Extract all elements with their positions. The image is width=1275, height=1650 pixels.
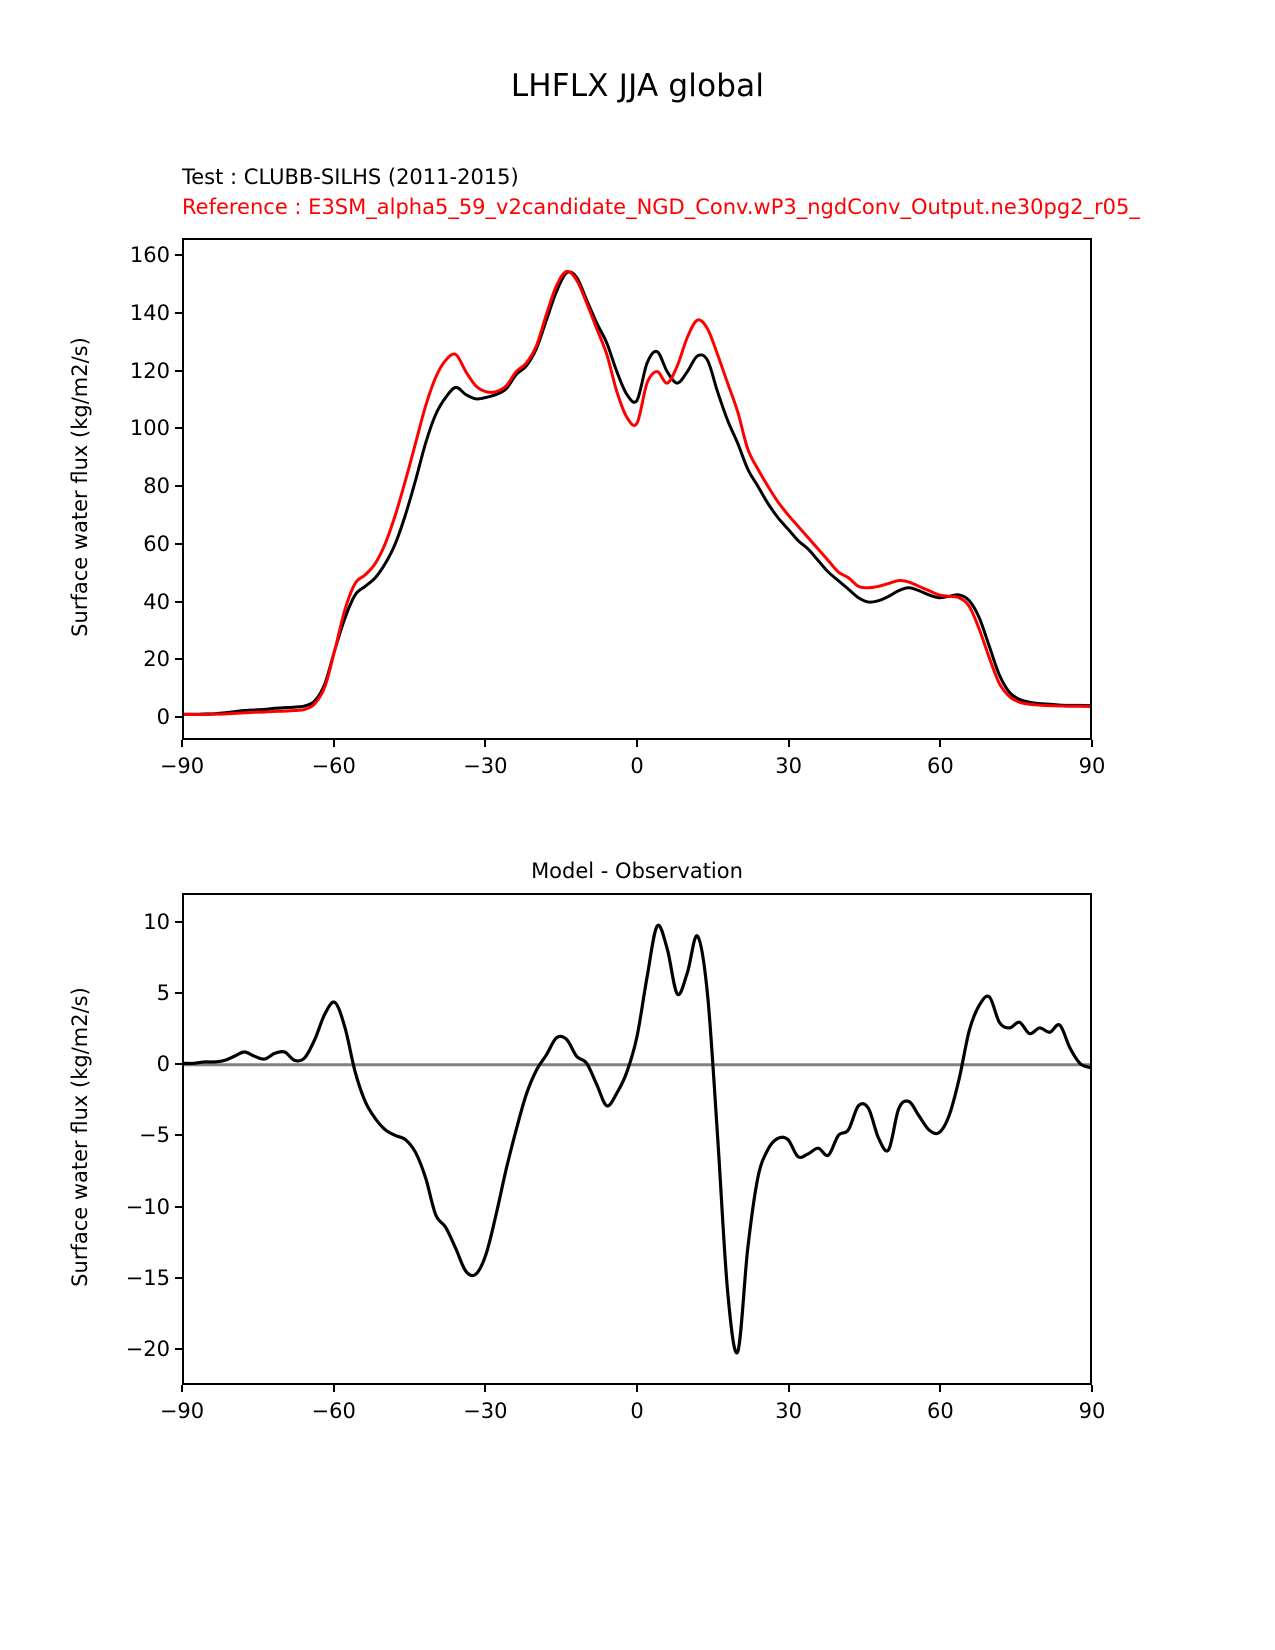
y-tick-label: 0 <box>156 1052 170 1077</box>
y-tick-label: 120 <box>129 358 170 383</box>
x-tick-mark <box>1091 1385 1093 1392</box>
y-tick-label: 40 <box>143 589 170 614</box>
y-tick-mark <box>175 542 182 545</box>
y-tick-mark <box>175 600 182 603</box>
x-tick-mark <box>332 740 335 747</box>
x-tick-label: 30 <box>775 754 803 778</box>
x-tick-mark <box>939 740 942 747</box>
difference-curve <box>184 923 1090 1355</box>
x-tick-label: −90 <box>159 1399 205 1423</box>
y-tick-mark <box>175 254 182 257</box>
figure-title: LHFLX JJA global <box>510 68 765 104</box>
data-series-line-0 <box>184 923 1090 1355</box>
y-tick-mark <box>175 427 182 430</box>
y-tick-mark <box>175 1348 182 1351</box>
x-tick-mark <box>484 1385 487 1392</box>
y-tick-label: 100 <box>129 416 170 441</box>
y-tick-label: 10 <box>143 909 170 934</box>
x-tick-label: 90 <box>1078 1399 1106 1423</box>
x-tick-label: 0 <box>630 1399 644 1423</box>
x-tick-label: 60 <box>926 1399 954 1423</box>
y-tick-label: 140 <box>129 301 170 325</box>
difference-y-axis-label: Surface water flux (kg/m2/s) <box>68 987 92 1287</box>
x-tick-mark <box>636 1385 638 1392</box>
y-tick-mark <box>175 485 182 488</box>
x-tick-mark <box>636 740 638 747</box>
caption-block: Test : CLUBB-SILHS (2011-2015) Reference… <box>182 162 1275 222</box>
caption-test-line: Test : CLUBB-SILHS (2011-2015) <box>182 165 519 189</box>
y-tick-label: −20 <box>125 1337 170 1362</box>
difference-plot-area <box>182 893 1092 1385</box>
x-tick-label: 60 <box>926 754 954 778</box>
y-tick-mark <box>175 658 182 661</box>
y-tick-mark <box>175 920 182 923</box>
y-tick-mark <box>175 1205 182 1208</box>
y-tick-mark <box>175 1134 182 1137</box>
data-series-line-1 <box>184 269 1090 717</box>
y-tick-label: 0 <box>156 704 170 729</box>
x-tick-label: −60 <box>311 1399 356 1423</box>
x-tick-mark <box>787 1385 790 1392</box>
x-tick-label: 30 <box>775 1399 803 1423</box>
x-tick-mark <box>939 1385 942 1392</box>
y-tick-label: 5 <box>156 980 170 1005</box>
y-tick-mark <box>175 715 182 718</box>
zonal-mean-plot-area <box>182 238 1092 740</box>
x-tick-label: −60 <box>311 754 356 778</box>
x-tick-mark <box>181 740 183 747</box>
data-series-line-0 <box>184 270 1090 716</box>
y-tick-label: 160 <box>129 243 170 268</box>
y-tick-label: −10 <box>125 1194 170 1219</box>
y-tick-label: 20 <box>143 647 170 672</box>
x-tick-mark <box>1091 740 1093 747</box>
zonal-mean-curves <box>184 269 1090 717</box>
y-tick-mark <box>175 369 182 372</box>
x-tick-label: −30 <box>463 1399 508 1423</box>
difference-plot-title: Model - Observation <box>531 859 743 883</box>
zonal-mean-y-axis-label: Surface water flux (kg/m2/s) <box>68 337 92 637</box>
y-tick-mark <box>175 991 182 994</box>
y-tick-label: −5 <box>139 1123 170 1148</box>
x-tick-mark <box>332 1385 335 1392</box>
x-tick-mark <box>787 740 790 747</box>
x-tick-label: 90 <box>1078 754 1106 778</box>
caption-reference-line: Reference : E3SM_alpha5_59_v2candidate_N… <box>182 195 1140 219</box>
y-tick-label: 80 <box>143 474 170 499</box>
y-tick-mark <box>175 312 182 314</box>
y-tick-mark <box>175 1277 182 1280</box>
x-tick-mark <box>484 740 487 747</box>
x-tick-label: 0 <box>630 754 644 778</box>
y-tick-mark <box>175 1063 182 1066</box>
x-tick-label: −90 <box>159 754 205 778</box>
x-tick-mark <box>181 1385 183 1392</box>
x-tick-label: −30 <box>463 754 508 778</box>
y-tick-label: 60 <box>143 531 170 556</box>
y-tick-label: −15 <box>125 1266 170 1291</box>
